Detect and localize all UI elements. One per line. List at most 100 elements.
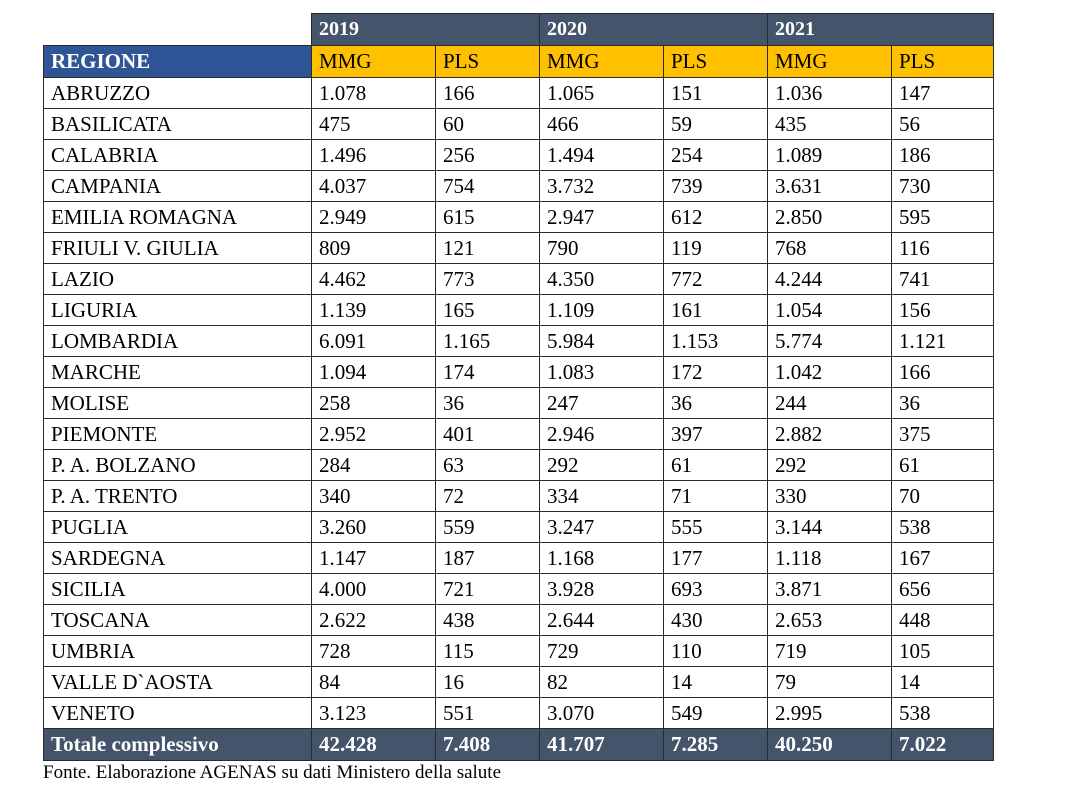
pls-2020-cell: 119 xyxy=(663,232,768,264)
table-body: 2019 2020 2021 REGIONE MMG PLS MMG PLS M… xyxy=(43,13,994,761)
region-cell: PIEMONTE xyxy=(43,418,312,450)
total-mmg-2020-cell: 41.707 xyxy=(539,728,664,761)
pls-2020-cell: 151 xyxy=(663,77,768,109)
mmg-2019-cell: 4.000 xyxy=(311,573,436,605)
mmg-2020-cell: 1.168 xyxy=(539,542,664,574)
table-row: SARDEGNA 1.147 187 1.168 177 1.118 167 xyxy=(43,542,994,574)
mmg-2021-cell: 768 xyxy=(767,232,892,264)
mmg-2020-cell: 729 xyxy=(539,635,664,667)
region-cell: PUGLIA xyxy=(43,511,312,543)
table-row: PUGLIA 3.260 559 3.247 555 3.144 538 xyxy=(43,511,994,543)
pls-2020-cell: 1.153 xyxy=(663,325,768,357)
pls-2021-cell: 186 xyxy=(891,139,994,171)
region-cell: ABRUZZO xyxy=(43,77,312,109)
pls-2021-cell: 156 xyxy=(891,294,994,326)
mmg-2021-cell: 2.653 xyxy=(767,604,892,636)
pls-2021-cell: 730 xyxy=(891,170,994,202)
total-mmg-2019-cell: 42.428 xyxy=(311,728,436,761)
pls-2020-cell: 739 xyxy=(663,170,768,202)
table-row: MARCHE 1.094 174 1.083 172 1.042 166 xyxy=(43,356,994,388)
table-row: P. A. TRENTO 340 72 334 71 330 70 xyxy=(43,480,994,512)
table-row: UMBRIA 728 115 729 110 719 105 xyxy=(43,635,994,667)
pls-2021-cell: 56 xyxy=(891,108,994,140)
mmg-2021-cell: 4.244 xyxy=(767,263,892,295)
pls-2019-cell: 60 xyxy=(435,108,540,140)
region-cell: VENETO xyxy=(43,697,312,729)
region-cell: LIGURIA xyxy=(43,294,312,326)
pls-header-2020: PLS xyxy=(663,45,768,78)
pls-2020-cell: 612 xyxy=(663,201,768,233)
mmg-2021-cell: 5.774 xyxy=(767,325,892,357)
pls-2021-cell: 116 xyxy=(891,232,994,264)
empty-corner xyxy=(44,14,312,46)
pls-2019-cell: 174 xyxy=(435,356,540,388)
pls-2019-cell: 187 xyxy=(435,542,540,574)
pls-header-2021: PLS xyxy=(891,45,994,78)
pls-2021-cell: 14 xyxy=(891,666,994,698)
year-2019-header: 2019 xyxy=(311,13,540,46)
total-pls-2021-cell: 7.022 xyxy=(891,728,994,761)
pls-2021-cell: 1.121 xyxy=(891,325,994,357)
pls-2020-cell: 161 xyxy=(663,294,768,326)
mmg-2020-cell: 2.947 xyxy=(539,201,664,233)
table-row: FRIULI V. GIULIA 809 121 790 119 768 116 xyxy=(43,232,994,264)
mmg-2020-cell: 3.928 xyxy=(539,573,664,605)
pls-2021-cell: 656 xyxy=(891,573,994,605)
mmg-2019-cell: 2.952 xyxy=(311,418,436,450)
pls-2020-cell: 110 xyxy=(663,635,768,667)
region-cell: VALLE D`AOSTA xyxy=(43,666,312,698)
column-header-row: REGIONE MMG PLS MMG PLS MMG PLS xyxy=(43,45,994,78)
pls-2020-cell: 772 xyxy=(663,263,768,295)
mmg-2019-cell: 1.078 xyxy=(311,77,436,109)
pls-2019-cell: 754 xyxy=(435,170,540,202)
pls-2021-cell: 375 xyxy=(891,418,994,450)
region-cell: P. A. TRENTO xyxy=(43,480,312,512)
mmg-2019-cell: 1.139 xyxy=(311,294,436,326)
table-row: SICILIA 4.000 721 3.928 693 3.871 656 xyxy=(43,573,994,605)
pls-2020-cell: 59 xyxy=(663,108,768,140)
mmg-2019-cell: 258 xyxy=(311,387,436,419)
mmg-2020-cell: 1.109 xyxy=(539,294,664,326)
mmg-2020-cell: 2.946 xyxy=(539,418,664,450)
mmg-2020-cell: 4.350 xyxy=(539,263,664,295)
pls-2021-cell: 70 xyxy=(891,480,994,512)
pls-2020-cell: 397 xyxy=(663,418,768,450)
pls-2021-cell: 741 xyxy=(891,263,994,295)
pls-2019-cell: 1.165 xyxy=(435,325,540,357)
table-row: TOSCANA 2.622 438 2.644 430 2.653 448 xyxy=(43,604,994,636)
mmg-2019-cell: 4.462 xyxy=(311,263,436,295)
pls-2020-cell: 254 xyxy=(663,139,768,171)
table-row: ABRUZZO 1.078 166 1.065 151 1.036 147 xyxy=(43,77,994,109)
year-header-row: 2019 2020 2021 xyxy=(44,13,994,46)
mmg-2019-cell: 809 xyxy=(311,232,436,264)
pls-2019-cell: 615 xyxy=(435,201,540,233)
mmg-2020-cell: 3.247 xyxy=(539,511,664,543)
year-2020-header: 2020 xyxy=(539,13,768,46)
total-mmg-2021-cell: 40.250 xyxy=(767,728,892,761)
mmg-2021-cell: 1.054 xyxy=(767,294,892,326)
region-column-header: REGIONE xyxy=(43,45,312,78)
pls-2021-cell: 538 xyxy=(891,511,994,543)
region-cell: CAMPANIA xyxy=(43,170,312,202)
mmg-2020-cell: 3.070 xyxy=(539,697,664,729)
year-2021-header: 2021 xyxy=(767,13,994,46)
pls-2019-cell: 773 xyxy=(435,263,540,295)
pls-2020-cell: 36 xyxy=(663,387,768,419)
mmg-2021-cell: 3.631 xyxy=(767,170,892,202)
mmg-2021-cell: 244 xyxy=(767,387,892,419)
mmg-2021-cell: 292 xyxy=(767,449,892,481)
pls-2021-cell: 448 xyxy=(891,604,994,636)
pls-2019-cell: 256 xyxy=(435,139,540,171)
pls-2019-cell: 551 xyxy=(435,697,540,729)
region-cell: MOLISE xyxy=(43,387,312,419)
mmg-2021-cell: 435 xyxy=(767,108,892,140)
table-row: BASILICATA 475 60 466 59 435 56 xyxy=(43,108,994,140)
mmg-2021-cell: 330 xyxy=(767,480,892,512)
mmg-2019-cell: 4.037 xyxy=(311,170,436,202)
pls-2020-cell: 71 xyxy=(663,480,768,512)
table-row: EMILIA ROMAGNA 2.949 615 2.947 612 2.850 595 xyxy=(43,201,994,233)
mmg-2021-cell: 3.871 xyxy=(767,573,892,605)
table-row: LIGURIA 1.139 165 1.109 161 1.054 156 xyxy=(43,294,994,326)
pls-2021-cell: 105 xyxy=(891,635,994,667)
total-row: Totale complessivo 42.428 7.408 41.707 7.285… xyxy=(43,728,994,761)
